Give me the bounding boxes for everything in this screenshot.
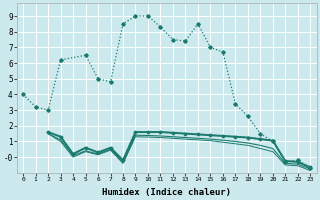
X-axis label: Humidex (Indice chaleur): Humidex (Indice chaleur) [102,188,231,197]
